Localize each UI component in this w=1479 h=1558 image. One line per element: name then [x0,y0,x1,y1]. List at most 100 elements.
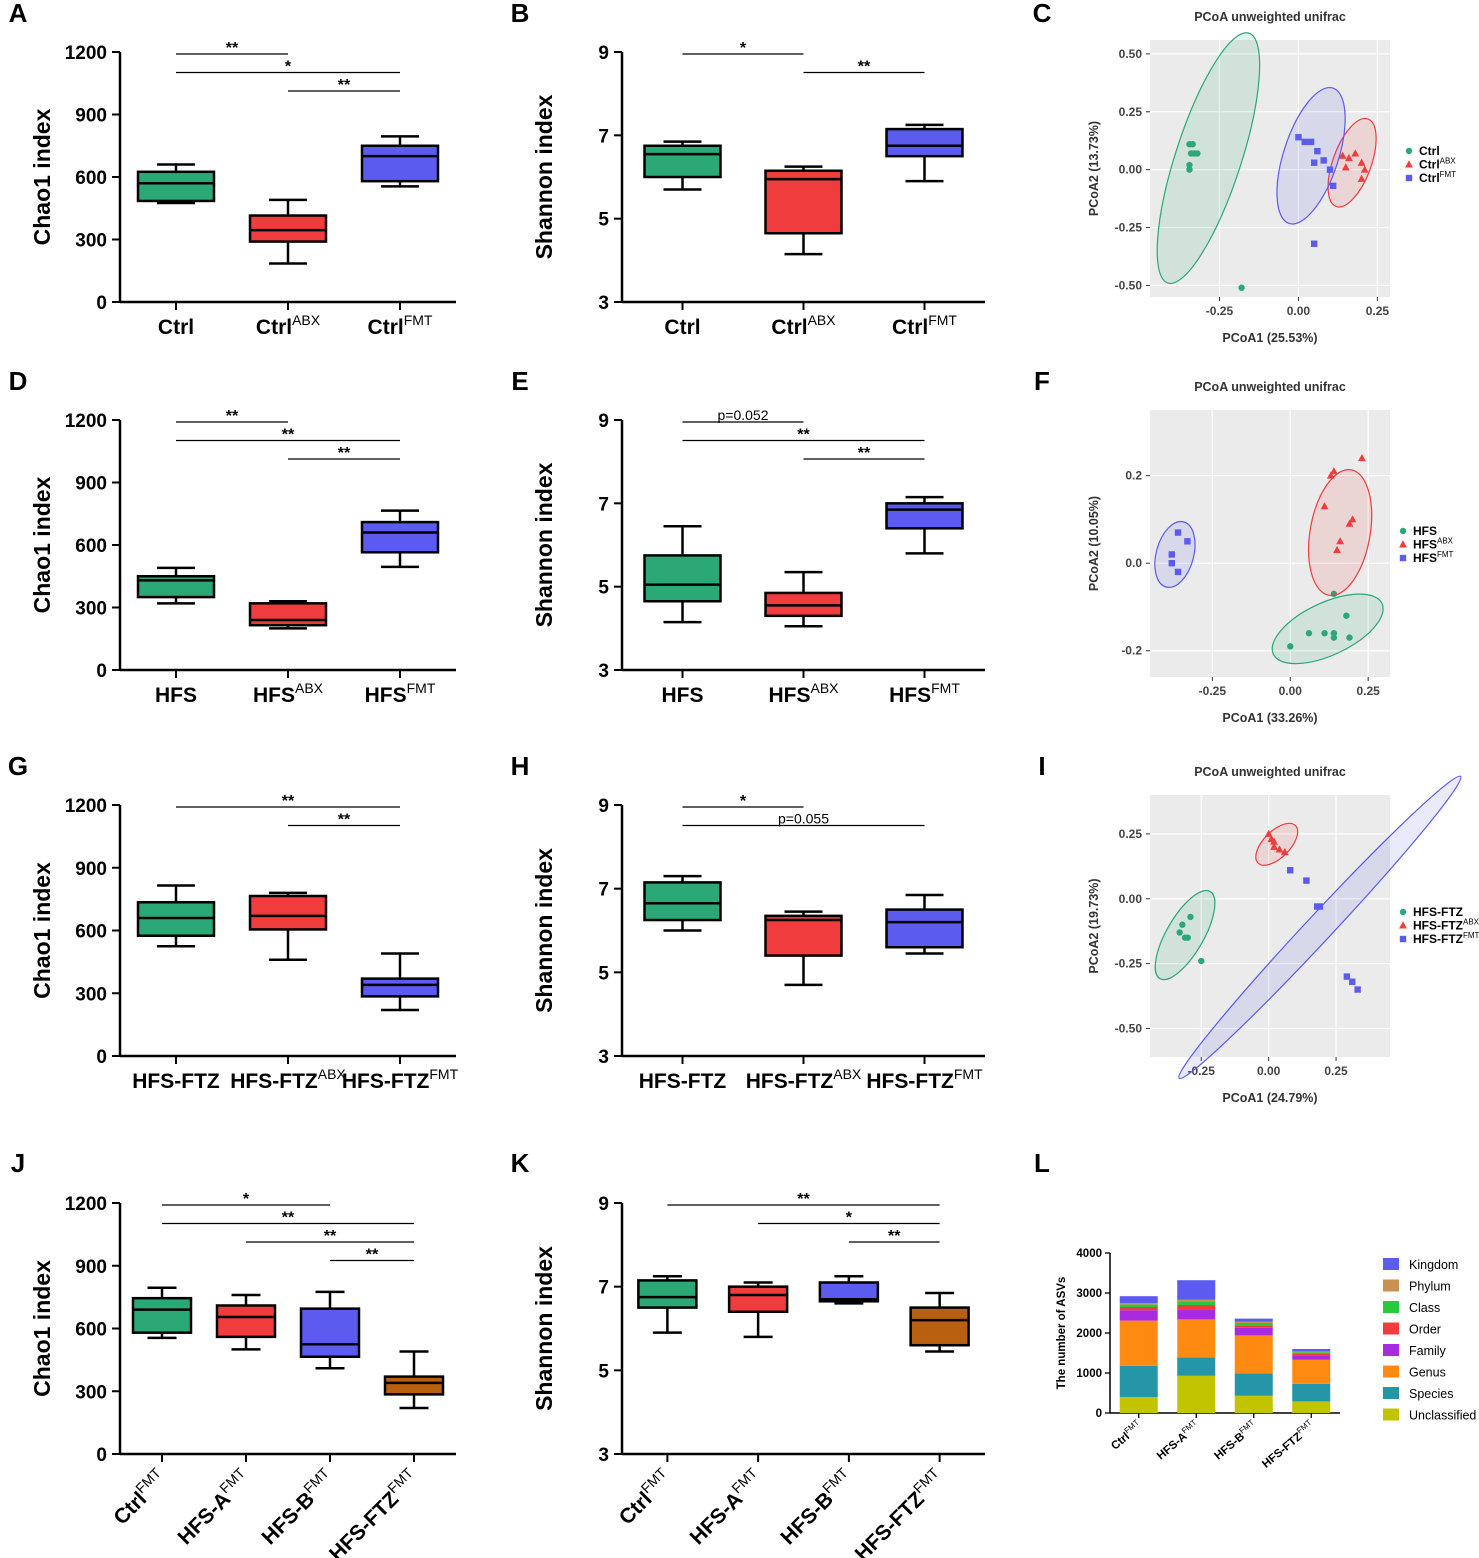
x-axis-label: PCoA1 (33.26%) [1222,711,1317,725]
confidence-ellipse-1 [1327,117,1377,208]
point-square [1349,978,1356,985]
point-circle [1343,612,1350,619]
point-square [1354,986,1361,993]
box-1 [764,914,843,957]
bar-segment-family [1292,1355,1331,1360]
significance-label: ** [888,1228,901,1245]
legend-label: HFSABX [1413,536,1454,551]
y-tick-label: 9 [598,411,609,432]
point-circle [1186,140,1193,148]
bar-segment-species [1177,1357,1216,1376]
bar-segment-kingdom [1119,1296,1158,1303]
point-square [1311,240,1318,247]
legend-label-base: Ctrl [1419,171,1440,185]
bar-segment-kingdom [1292,1349,1331,1352]
y-tick-label: 900 [75,474,107,495]
x-category-label-base: HFS-FTZ [851,1487,929,1558]
x-category-label-base: HFS-A [174,1488,236,1550]
y-tick-label: 9 [598,1194,609,1215]
stacked-bar-L: 0 1000 2000 3000 4000 The number of ASVs CtrlF… [1056,1248,1476,1471]
y-tick-label: -0.25 [1115,957,1143,971]
point-triangle [1357,158,1366,166]
y-axis-label: Shannon index [531,848,557,1013]
legend-swatch [1383,1322,1399,1335]
boxplot-K: 3 5 7 9 Shannon index CtrlFMTHFS-AFMTHFS-BFMT… [531,1191,985,1558]
bar-segment-class [1119,1304,1158,1307]
point-square [1399,554,1407,562]
legend-swatch [1383,1301,1399,1313]
x-category-label-base: HFS-FTZ [639,1070,727,1093]
x-category-label-base: HFS-FTZ [746,1070,834,1093]
y-tick-label: 900 [75,859,107,880]
box-2 [360,520,440,554]
confidence-ellipse-2 [1276,86,1346,225]
point-square [1168,551,1176,558]
x-category-label-sup: ABX [292,312,321,328]
bar-segment-family [1177,1309,1216,1320]
point-triangle [1405,160,1413,168]
confidence-ellipse-1 [1308,469,1373,597]
y-tick-label: 900 [75,106,107,127]
y-tick-label: 9 [598,796,609,817]
point-triangle [1357,174,1366,182]
y-tick-label: 1200 [65,796,107,817]
x-category-label-base: HFS-B [1212,1431,1247,1463]
y-axis-label: PCoA2 (10.05%) [1087,496,1101,591]
significance-label: ** [338,445,351,462]
x-category-label-sup: FMT [407,680,436,696]
box-2 [885,502,964,530]
point-triangle [1264,829,1273,837]
significance-label: * [740,40,747,57]
point-square [1399,935,1407,943]
significance-label: * [846,1210,853,1227]
legend-label-base: Ctrl [1419,144,1440,158]
pcoa-C: PCoA unweighted unifrac PCoA1 (25.53%) PCo… [1087,10,1456,345]
y-tick-label: 9 [598,43,609,64]
bar-segment-genus [1119,1320,1158,1366]
significance-label: * [740,793,747,810]
pcoa-I: PCoA unweighted unifrac PCoA1 (24.79%) PCo… [1087,765,1479,1105]
bar-segment-class [1292,1352,1331,1354]
bar-segment-genus [1177,1319,1216,1358]
legend-label: Unclassified [1409,1409,1476,1423]
y-tick-label: 3 [598,1047,609,1068]
point-square [1168,559,1176,567]
point-circle [1346,634,1353,641]
x-category-label: HFSABX [253,680,324,707]
x-category-label: HFS-AFMT [683,1464,768,1549]
x-tick-label: 0.00 [1287,304,1311,318]
x-category-label-base: Ctrl [368,316,404,339]
box-0 [643,144,722,179]
box-1 [727,1285,789,1314]
legend-label: Ctrl [1419,144,1440,158]
point-circle [1399,527,1407,535]
bar-segment-order [1234,1325,1273,1328]
x-category-label-base: HFS-B [776,1488,838,1550]
x-category-label: CtrlFMT [892,312,957,339]
x-tick-label: 0.00 [1257,1064,1281,1078]
legend-label-base: HFS-FTZ [1413,905,1463,919]
point-circle [1184,934,1191,941]
x-category-label-base: HFS [253,684,295,707]
panel-letter-F: F [1034,366,1050,396]
point-circle [1176,929,1183,936]
point-triangle [1399,921,1407,929]
legend-label: HFSFMT [1413,550,1454,565]
x-category-label-base: Ctrl [664,316,700,339]
legend-swatch [1383,1344,1399,1356]
point-triangle [1399,540,1407,548]
point-circle [1305,630,1313,637]
significance-label: ** [338,77,351,94]
box-1 [248,894,328,931]
x-category-label: CtrlFMT [1107,1418,1144,1453]
significance-label: p=0.052 [718,407,769,423]
significance-label: p=0.055 [778,811,829,827]
y-tick-label: 2000 [1076,1328,1102,1340]
significance-label: ** [282,1210,295,1227]
x-category-label-sup: ABX [318,1066,347,1082]
x-category-label: Ctrl [664,316,700,339]
point-circle [1194,150,1201,157]
legend-label: HFS-FTZ [1413,905,1463,919]
